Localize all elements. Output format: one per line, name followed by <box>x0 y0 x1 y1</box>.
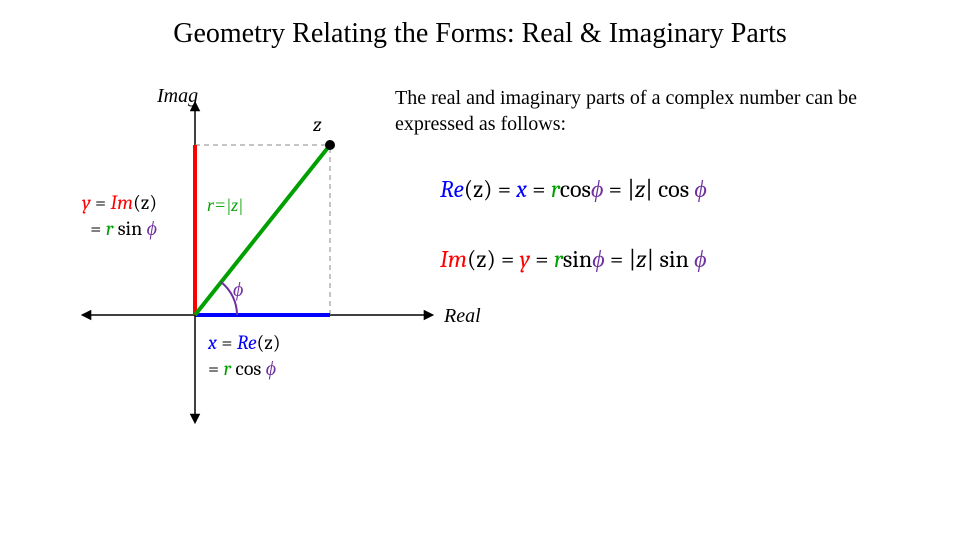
im-function: Im <box>440 245 467 273</box>
r-variable: r <box>554 245 563 273</box>
intro-paragraph: The real and imaginary parts of a comple… <box>395 85 915 137</box>
phi-variable: ϕ <box>694 245 706 273</box>
phi-variable: ϕ <box>591 175 603 203</box>
x-variable: x <box>208 331 217 354</box>
real-axis-label: Real <box>444 305 481 328</box>
of-z: (z) <box>257 331 281 354</box>
cos-text: cos <box>560 175 591 203</box>
im-function: Im <box>111 191 134 214</box>
phi-angle-label: ϕ <box>233 278 243 302</box>
re-equation: Re(z) = x = rcosϕ = |z| cos ϕ <box>440 175 707 204</box>
eq-sign: = <box>90 217 105 240</box>
x-equals-re-block: x = Re(z) = r cos ϕ <box>208 330 281 382</box>
eq-sign: = <box>208 357 223 380</box>
r-vector-label: r=|z| <box>207 195 243 216</box>
y-equals-im-block: y = Im(z) = r sin ϕ <box>17 190 157 242</box>
eq-abs-open: = | <box>603 175 634 203</box>
z-point-label: z <box>313 113 322 136</box>
imag-axis-label: Imag <box>157 85 198 108</box>
of-z-eq: (z) = <box>467 245 519 273</box>
phi-variable: ϕ <box>266 357 276 380</box>
x-variable: x <box>516 175 527 203</box>
sin-text: sin <box>113 217 146 240</box>
eq-abs-open: = | <box>605 245 636 273</box>
r-variable: r <box>551 175 560 203</box>
abs-close-cos: | cos <box>645 175 694 203</box>
z-abs: z <box>636 245 646 273</box>
eq-sign: = <box>217 331 237 354</box>
im-equation: Im(z) = y = rsinϕ = |z| sin ϕ <box>440 245 707 274</box>
of-z: (z) <box>133 191 157 214</box>
y-variable: y <box>82 191 91 214</box>
of-z-eq: (z) = <box>464 175 516 203</box>
sin-text: sin <box>563 245 592 273</box>
re-function: Re <box>440 175 464 203</box>
phi-variable: ϕ <box>592 245 604 273</box>
eq-sign: = <box>530 245 554 273</box>
cos-text: cos <box>231 357 266 380</box>
y-variable: y <box>520 245 530 273</box>
re-function: Re <box>237 331 257 354</box>
r-variable: r <box>223 357 231 380</box>
abs-close-sin: | sin <box>647 245 695 273</box>
phi-variable: ϕ <box>147 217 157 240</box>
z-abs: z <box>635 175 645 203</box>
eq-sign: = <box>527 175 551 203</box>
phi-variable: ϕ <box>694 175 706 203</box>
eq-sign: = <box>91 191 111 214</box>
